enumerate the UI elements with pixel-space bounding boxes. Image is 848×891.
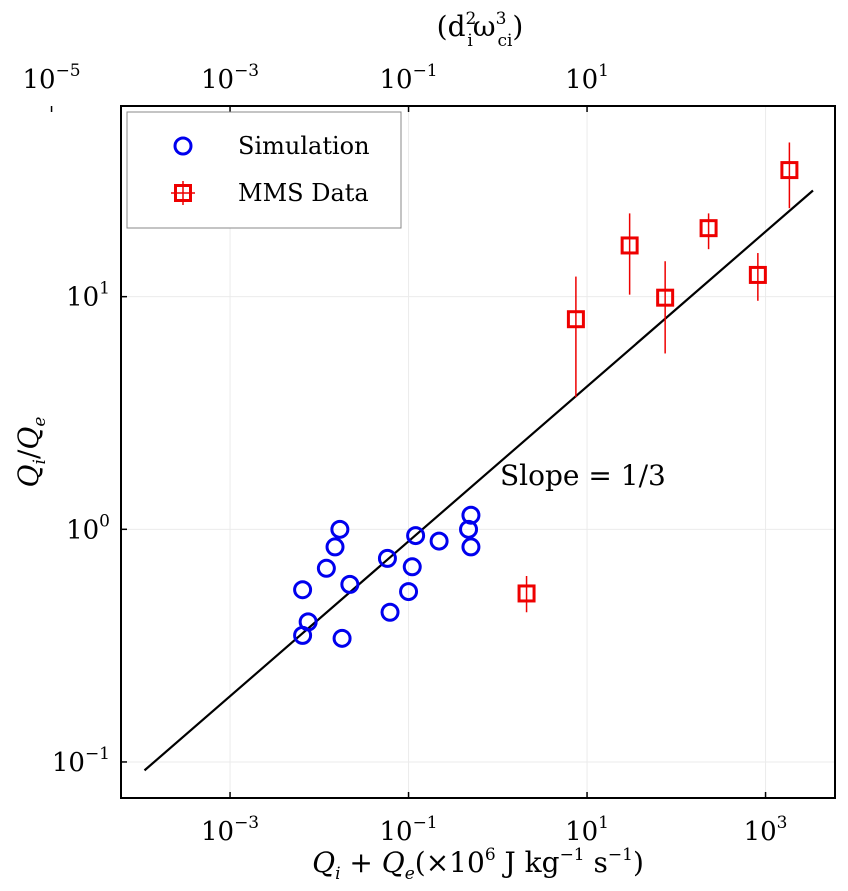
simulation-point <box>402 557 422 577</box>
legend-mms-marker <box>171 181 195 205</box>
x-tick-label: 101 <box>565 813 609 847</box>
top-tick-label: 10−1 <box>379 61 437 95</box>
mms-data-point <box>748 265 767 284</box>
y-tick-label: 100 <box>66 511 110 545</box>
simulation-point <box>399 582 419 602</box>
simulation-point <box>330 519 350 539</box>
y-tick-label: 10−1 <box>52 744 110 778</box>
plot-frame <box>120 105 836 799</box>
legend-simulation-label: Simulation <box>238 132 370 160</box>
x-tick-label: 10−3 <box>201 813 259 847</box>
simulation-point <box>332 628 352 648</box>
slope-annotation: Slope = 1/3 <box>500 459 666 492</box>
tick-labels-layer: 10−3 10−1 101 103 10−5 10−3 10−1 101 10−1 100 101 <box>22 61 787 847</box>
mms-data-point <box>517 584 536 603</box>
legend: Simulation MMS Data <box>126 111 402 229</box>
top-tick-label: 10−3 <box>201 61 259 95</box>
mms-data-point <box>566 310 585 329</box>
top-axis-label: (d2 iω3 ci) <box>437 9 524 51</box>
simulation-point <box>293 580 313 600</box>
mms-data-point <box>699 219 718 238</box>
mms-data-point <box>620 236 639 255</box>
mms-data-point <box>780 161 799 180</box>
legend-simulation-marker <box>173 136 193 156</box>
simulation-point <box>377 548 397 568</box>
simulation-point <box>340 574 360 594</box>
mms-data-point <box>656 288 675 307</box>
legend-mms-label: MMS Data <box>238 179 369 207</box>
simulation-point <box>293 625 313 645</box>
x-tick-label: 10−1 <box>379 813 437 847</box>
fit-line-layer <box>143 189 814 772</box>
simulation-point <box>325 537 345 557</box>
simulation-point <box>461 537 481 557</box>
x-tick-label: 103 <box>744 813 788 847</box>
y-axis-label: Qi/Qe <box>12 417 50 488</box>
simulation-point <box>316 558 336 578</box>
slope-fit-line <box>143 189 814 772</box>
top-tick-label: 10−5 <box>22 61 80 95</box>
top-tick-label: 101 <box>565 61 609 95</box>
simulation-point <box>380 602 400 622</box>
x-axis-label: Qi + Qe(×106 J kg−1 s−1) <box>312 845 644 884</box>
simulation-point <box>406 526 426 546</box>
data-points-layer <box>293 142 799 648</box>
legend-box <box>126 111 402 229</box>
simulation-point <box>429 531 449 551</box>
y-tick-label: 101 <box>66 279 110 313</box>
simulation-point <box>461 505 481 525</box>
